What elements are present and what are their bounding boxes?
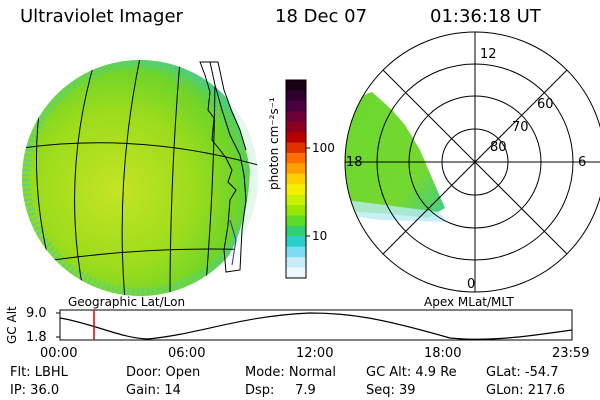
timeline-xtick-2: 12:00 xyxy=(296,346,334,361)
app-title: Ultraviolet Imager xyxy=(20,6,183,27)
date-label: 18 Dec 07 xyxy=(275,6,368,27)
mlat-label-60: 60 xyxy=(537,97,554,112)
left-panel-caption: Geographic Lat/Lon xyxy=(68,295,186,309)
colorbar xyxy=(285,79,310,279)
auroral-oval xyxy=(345,92,445,218)
info-door: Door: Open xyxy=(126,365,201,380)
colorbar-cell xyxy=(286,100,306,112)
earth-image xyxy=(22,60,258,296)
colorbar-cell xyxy=(286,205,306,217)
info-ip: IP: 36.0 xyxy=(10,383,60,398)
timeline-ymin: 1.8 xyxy=(26,330,47,345)
info-mode: Mode: Normal xyxy=(245,365,336,380)
timeline-xtick-0: 00:00 xyxy=(40,346,78,361)
polar-plot xyxy=(344,31,600,293)
colorbar-cell xyxy=(286,163,306,175)
timeline-ymax: 9.0 xyxy=(26,306,47,321)
colorbar-cell xyxy=(286,267,306,279)
colorbar-cell xyxy=(286,142,306,154)
mlat-label-80: 80 xyxy=(490,140,507,155)
time-label: 01:36:18 UT xyxy=(430,6,541,27)
colorbar-cell xyxy=(286,236,306,248)
timeline-ylabel: GC Alt xyxy=(5,306,19,344)
mlt-label-0: 0 xyxy=(467,277,476,292)
timeline-xtick-3: 18:00 xyxy=(424,346,462,361)
info-glon: GLon: 217.6 xyxy=(486,383,566,398)
colorbar-cell xyxy=(286,215,306,227)
info-gcalt: GC Alt: 4.9 Re xyxy=(366,365,457,380)
mlt-line-diag2 xyxy=(382,69,568,255)
orbit-timeline xyxy=(56,309,573,341)
info-dsp: Dsp: 7.9 xyxy=(245,383,316,398)
coastline-blue xyxy=(229,219,237,266)
colorbar-cell xyxy=(286,173,306,185)
coastline xyxy=(199,61,247,273)
coastline-2 xyxy=(206,61,247,151)
mlt-label-6: 6 xyxy=(578,155,587,170)
polar-panel-caption: Apex MLat/MLT xyxy=(424,295,514,309)
polar-grid xyxy=(344,31,600,293)
info-gain: Gain: 14 xyxy=(126,383,181,398)
info-seq: Seq: 39 xyxy=(366,383,416,398)
altitude-curve xyxy=(59,312,573,340)
colorbar-cell xyxy=(286,121,306,133)
colorbar-unit-label: photon cm⁻²s⁻¹ xyxy=(267,97,281,190)
colorbar-cell xyxy=(286,194,306,206)
colorbar-cell xyxy=(286,90,306,102)
colorbar-cell xyxy=(286,257,306,269)
mlat-label-70: 70 xyxy=(512,120,529,135)
timeline-xtick-1: 06:00 xyxy=(168,346,206,361)
colorbar-cell xyxy=(286,80,306,92)
colorbar-cell xyxy=(286,246,306,258)
info-flt: Flt: LBHL xyxy=(10,365,68,380)
mlt-label-12: 12 xyxy=(480,47,497,62)
info-glat: GLat: -54.7 xyxy=(486,365,559,380)
colorbar-cell xyxy=(286,184,306,196)
lat-lon-grid xyxy=(22,60,258,296)
colorbar-cell xyxy=(286,111,306,123)
colorbar-cell xyxy=(286,132,306,144)
colorbar-label-10: 10 xyxy=(312,229,328,243)
colorbar-frame xyxy=(285,79,307,279)
colorbar-cell xyxy=(286,152,306,164)
colorbar-label-100: 100 xyxy=(312,141,335,155)
timeline-xtick-4: 23:59 xyxy=(552,346,590,361)
terminator-patch xyxy=(205,60,258,270)
timeline-frame xyxy=(59,309,573,341)
colorbar-cell xyxy=(286,225,306,237)
mlt-label-18: 18 xyxy=(346,155,363,170)
